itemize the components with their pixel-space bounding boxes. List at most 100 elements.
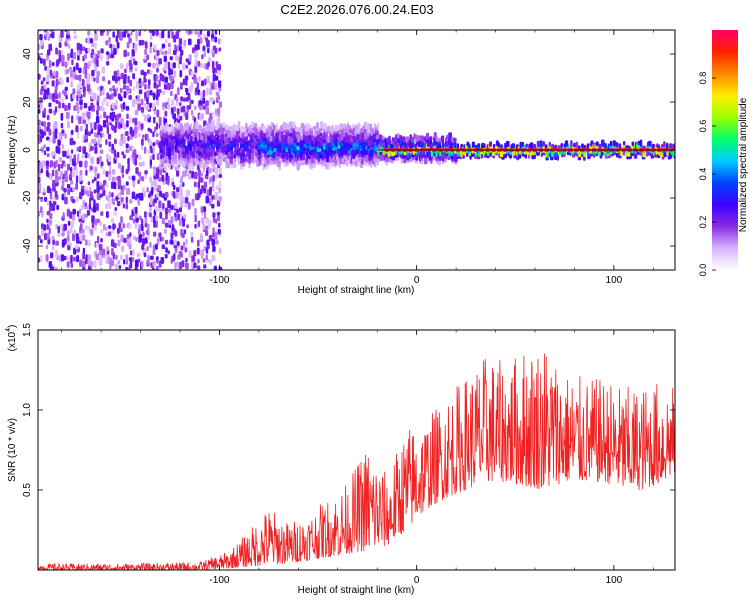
spectrogram-cell xyxy=(211,60,215,69)
spectrogram-cell xyxy=(61,232,65,237)
spectrogram-cell xyxy=(88,60,92,67)
spectrogram-cell xyxy=(73,30,76,35)
spectrogram-cell xyxy=(62,212,65,219)
spectrogram-cell xyxy=(182,219,185,227)
spectrogram-cell xyxy=(117,239,121,247)
spectrogram-cell xyxy=(38,183,42,191)
spectrogram-cell xyxy=(103,180,107,186)
spectrogram-cell xyxy=(197,89,201,96)
spectrogram-cell xyxy=(351,135,356,141)
spectrogram-cell xyxy=(137,171,141,177)
spectrogram-cell xyxy=(188,173,192,180)
spectrogram-cell xyxy=(91,48,95,55)
spectrogram-cell xyxy=(60,122,64,129)
snr-ylabel: SNR (10 * v/v) xyxy=(7,418,18,482)
spectrogram-cell xyxy=(102,168,106,175)
spectrogram-cell xyxy=(95,30,99,33)
spectrogram-cell xyxy=(609,140,613,147)
spectrogram-cell xyxy=(105,40,109,46)
spectrogram-cell xyxy=(206,258,210,263)
colorbar: 0.0 0.2 0.4 0.6 0.8 Normalized spectral ampl… xyxy=(698,30,749,276)
spectrogram-cell xyxy=(173,49,177,55)
spectrogram-cell xyxy=(125,143,129,149)
spectrogram-cell xyxy=(130,56,134,61)
spectrogram-cell xyxy=(135,237,138,242)
spectrogram-cell xyxy=(60,254,65,262)
spectrogram-cell xyxy=(45,244,49,250)
spectrogram-cell xyxy=(184,202,188,208)
spectrogram-cell xyxy=(176,187,180,193)
spectrogram-cell xyxy=(186,122,189,130)
spectrogram-cell xyxy=(260,132,264,139)
spectrogram-cell xyxy=(202,97,206,104)
spectrogram-cell xyxy=(176,241,180,246)
spectrogram-cell xyxy=(140,69,145,76)
spectrogram-cell xyxy=(182,196,186,203)
spectrogram-cell xyxy=(148,79,151,86)
spectrogram-cell xyxy=(150,255,154,260)
spectrogram-cell xyxy=(74,245,79,250)
spectrogram-cell xyxy=(51,80,55,87)
spectrogram-cell xyxy=(40,239,43,244)
spectrogram-cell xyxy=(126,30,129,34)
spectrogram-cell xyxy=(114,254,118,260)
spectrogram-cell xyxy=(196,30,200,33)
spectrogram-cell xyxy=(165,247,168,253)
spectrogram-cell xyxy=(300,136,304,141)
spectrogram-cell xyxy=(48,206,52,212)
spectrogram-cell xyxy=(73,247,77,255)
spectrogram-cell xyxy=(46,218,49,224)
spectrogram-cell xyxy=(201,80,205,87)
spectrogram-cell xyxy=(175,192,179,199)
spectrogram-cell xyxy=(67,188,71,195)
y-tick-label: 0.5 xyxy=(22,483,33,497)
spectrogram-cell xyxy=(45,160,50,166)
spectrogram-cell xyxy=(196,82,200,91)
spectrogram-cell xyxy=(48,60,52,68)
spectrogram-cell xyxy=(146,187,149,193)
spectrogram-cell xyxy=(147,114,150,119)
spectrogram-cell xyxy=(159,73,163,81)
spectrogram-cell xyxy=(146,245,149,252)
spectrogram-cell xyxy=(55,47,58,55)
spectrogram-cell xyxy=(155,122,159,130)
spectrogram-cell xyxy=(205,195,210,204)
spectrogram-cell xyxy=(149,69,153,76)
spectrogram-cell xyxy=(43,150,46,156)
spectrogram-cell xyxy=(120,234,124,242)
spectrogram-cell xyxy=(314,146,318,151)
spectrogram-cell xyxy=(161,193,165,199)
spectrogram-cell xyxy=(53,70,56,77)
spectrogram-cell xyxy=(108,37,111,43)
x-tick-label: 100 xyxy=(606,275,623,286)
spectrogram-cell xyxy=(126,85,129,91)
spectrogram-cell xyxy=(47,232,50,240)
snr-frame xyxy=(37,329,676,571)
spectrogram-cell xyxy=(129,260,133,269)
spectrogram-cell xyxy=(138,30,141,37)
spectrogram-cell xyxy=(86,73,91,79)
spectrogram-cell xyxy=(137,103,141,111)
spectrogram-cell xyxy=(215,240,219,245)
spectrogram-cell xyxy=(161,74,165,82)
spectrogram-cell xyxy=(287,135,291,144)
spectrogram-cell xyxy=(52,201,57,206)
spectrogram-cell xyxy=(158,164,162,170)
spectrogram-cell xyxy=(102,189,106,196)
spectrogram-cell xyxy=(176,208,179,214)
spectrogram-cell xyxy=(40,167,43,174)
spectrogram-cell xyxy=(39,39,44,46)
spectrogram-cell xyxy=(315,136,318,142)
spectrogram-cell xyxy=(144,222,148,228)
spectrogram-cell xyxy=(211,33,215,39)
spectrogram-cell xyxy=(156,192,160,198)
spectrogram-cell xyxy=(79,234,83,242)
spectrogram-cell xyxy=(214,75,219,81)
spectrogram-cell xyxy=(284,136,288,142)
spectrogram-cell xyxy=(107,195,111,202)
spectrogram-cell xyxy=(134,43,138,52)
spectrogram-cell xyxy=(185,64,189,69)
spectrogram-cell xyxy=(199,37,203,44)
spectrogram-cell xyxy=(93,176,97,182)
snr-panel: -100 0 100 0.5 1.0 1.5 Height of straight lin… xyxy=(5,323,676,596)
